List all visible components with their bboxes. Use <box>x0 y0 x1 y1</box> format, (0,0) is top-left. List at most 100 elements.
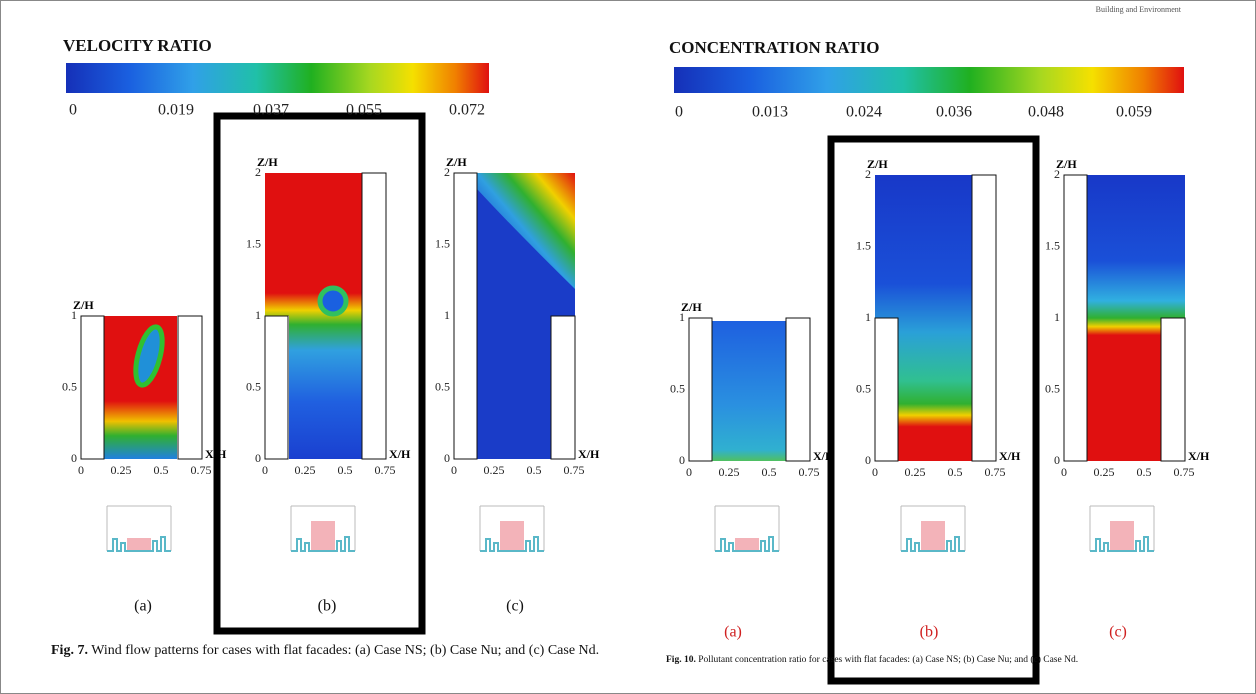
colorbar-tick-label: 0.037 <box>253 102 289 119</box>
thumbnail-highlight <box>735 538 759 551</box>
thumbnail-buildings <box>291 536 355 552</box>
y-tick-label: 1 <box>255 308 261 322</box>
y-axis-label: Z/H <box>257 155 278 169</box>
flow-field <box>104 401 177 459</box>
colorbar-tick-label: 0 <box>69 102 77 119</box>
building <box>874 317 899 462</box>
x-tick-label: 0.5 <box>1137 465 1152 479</box>
y-tick-label: 1 <box>865 310 871 324</box>
x-tick-label: 0.75 <box>375 463 396 477</box>
x-tick-label: 0.5 <box>948 465 963 479</box>
building <box>177 315 203 460</box>
y-tick-label: 0.5 <box>856 381 871 395</box>
building <box>971 174 997 462</box>
x-tick-label: 0.5 <box>154 463 169 477</box>
x-tick-label: 0.75 <box>1174 465 1195 479</box>
building <box>550 315 576 460</box>
thumbnail-frame <box>714 505 780 551</box>
colorbar-tick-label: 0.036 <box>936 104 972 121</box>
caption-text: Wind flow patterns for cases with flat f… <box>91 643 600 658</box>
x-tick-label: 0 <box>872 465 878 479</box>
building <box>453 172 478 460</box>
colorbar <box>674 67 1184 93</box>
highlight-box <box>213 112 426 635</box>
building <box>361 172 387 460</box>
thumbnail-buildings <box>480 536 544 552</box>
x-tick-label: 0.25 <box>111 463 132 477</box>
y-tick-label: 0.5 <box>246 379 261 393</box>
x-axis-label: X/H <box>999 449 1021 463</box>
panel-label: (c) <box>1109 624 1127 641</box>
panel-label: (b) <box>318 598 337 615</box>
panel-label: (b) <box>920 624 939 641</box>
y-axis-label: Z/H <box>681 300 702 314</box>
y-tick-label: 2 <box>1054 167 1060 181</box>
y-tick-label: 1.5 <box>246 236 261 250</box>
y-tick-label: 2 <box>865 167 871 181</box>
thumbnail-highlight <box>127 538 151 551</box>
x-tick-label: 0.25 <box>295 463 316 477</box>
y-axis-label: Z/H <box>1056 157 1077 171</box>
y-tick-label: 0 <box>865 453 871 467</box>
y-tick-label: 1.5 <box>435 236 450 250</box>
y-tick-label: 0 <box>1054 453 1060 467</box>
y-axis-label: Z/H <box>73 298 94 312</box>
x-tick-label: 0 <box>686 465 692 479</box>
x-tick-label: 0 <box>262 463 268 477</box>
x-tick-label: 0.25 <box>719 465 740 479</box>
highlight-box <box>827 135 1040 685</box>
colorbar-tick-label: 0.024 <box>846 104 882 121</box>
y-tick-label: 0 <box>679 453 685 467</box>
x-tick-label: 0 <box>1061 465 1067 479</box>
colorbar-tick-label: 0.072 <box>449 102 485 119</box>
x-axis-label: X/H <box>205 447 227 461</box>
vortex <box>317 285 349 317</box>
y-tick-label: 1.5 <box>856 238 871 252</box>
vortex <box>133 324 165 388</box>
journal-note: Building and Environment <box>1096 5 1182 14</box>
colorbar-tick-label: 0.048 <box>1028 104 1064 121</box>
x-tick-label: 0.25 <box>484 463 505 477</box>
y-axis-label: Z/H <box>867 157 888 171</box>
colorbar-tick-label: 0 <box>675 104 683 121</box>
caption-number: Fig. 7. <box>51 643 88 658</box>
caption: Fig. 7. Wind flow patterns for cases wit… <box>51 641 621 661</box>
thumbnail-frame <box>106 505 172 551</box>
panel-label: (a) <box>724 624 742 641</box>
colorbar-title: CONCENTRATION RATIO <box>669 38 879 57</box>
x-tick-label: 0.75 <box>564 463 585 477</box>
colorbar-tick-label: 0.059 <box>1116 104 1152 121</box>
y-tick-label: 0.5 <box>670 381 685 395</box>
y-tick-label: 1 <box>444 308 450 322</box>
x-tick-label: 0.5 <box>762 465 777 479</box>
colorbar <box>66 63 489 93</box>
thumbnail-buildings <box>1090 536 1154 552</box>
y-tick-label: 1 <box>1054 310 1060 324</box>
caption-text: Pollutant concentration ratio for cases … <box>698 655 1079 665</box>
x-tick-label: 0 <box>78 463 84 477</box>
flow-field <box>477 173 575 289</box>
x-tick-label: 0.75 <box>799 465 820 479</box>
colorbar-tick-label: 0.055 <box>346 102 382 119</box>
building <box>1063 174 1088 462</box>
x-axis-label: X/H <box>389 447 411 461</box>
thumbnail-frame <box>290 505 356 551</box>
x-tick-label: 0 <box>451 463 457 477</box>
x-tick-label: 0.25 <box>905 465 926 479</box>
y-tick-label: 2 <box>444 165 450 179</box>
y-tick-label: 0.5 <box>1045 381 1060 395</box>
thumbnail-highlight <box>311 521 335 551</box>
x-tick-label: 0.25 <box>1094 465 1115 479</box>
colorbar-title: VELOCITY RATIO <box>63 36 212 55</box>
panel-label: (a) <box>134 598 152 615</box>
caption-number: Fig. 10. <box>666 655 696 665</box>
building <box>80 315 105 460</box>
thumbnail-frame <box>1089 505 1155 551</box>
caption: Fig. 10. Pollutant concentration ratio f… <box>666 655 1246 665</box>
y-tick-label: 0.5 <box>435 379 450 393</box>
colorbar-tick-label: 0.019 <box>158 102 194 119</box>
y-tick-label: 0 <box>444 451 450 465</box>
y-tick-label: 1 <box>71 308 77 322</box>
building <box>264 315 289 460</box>
